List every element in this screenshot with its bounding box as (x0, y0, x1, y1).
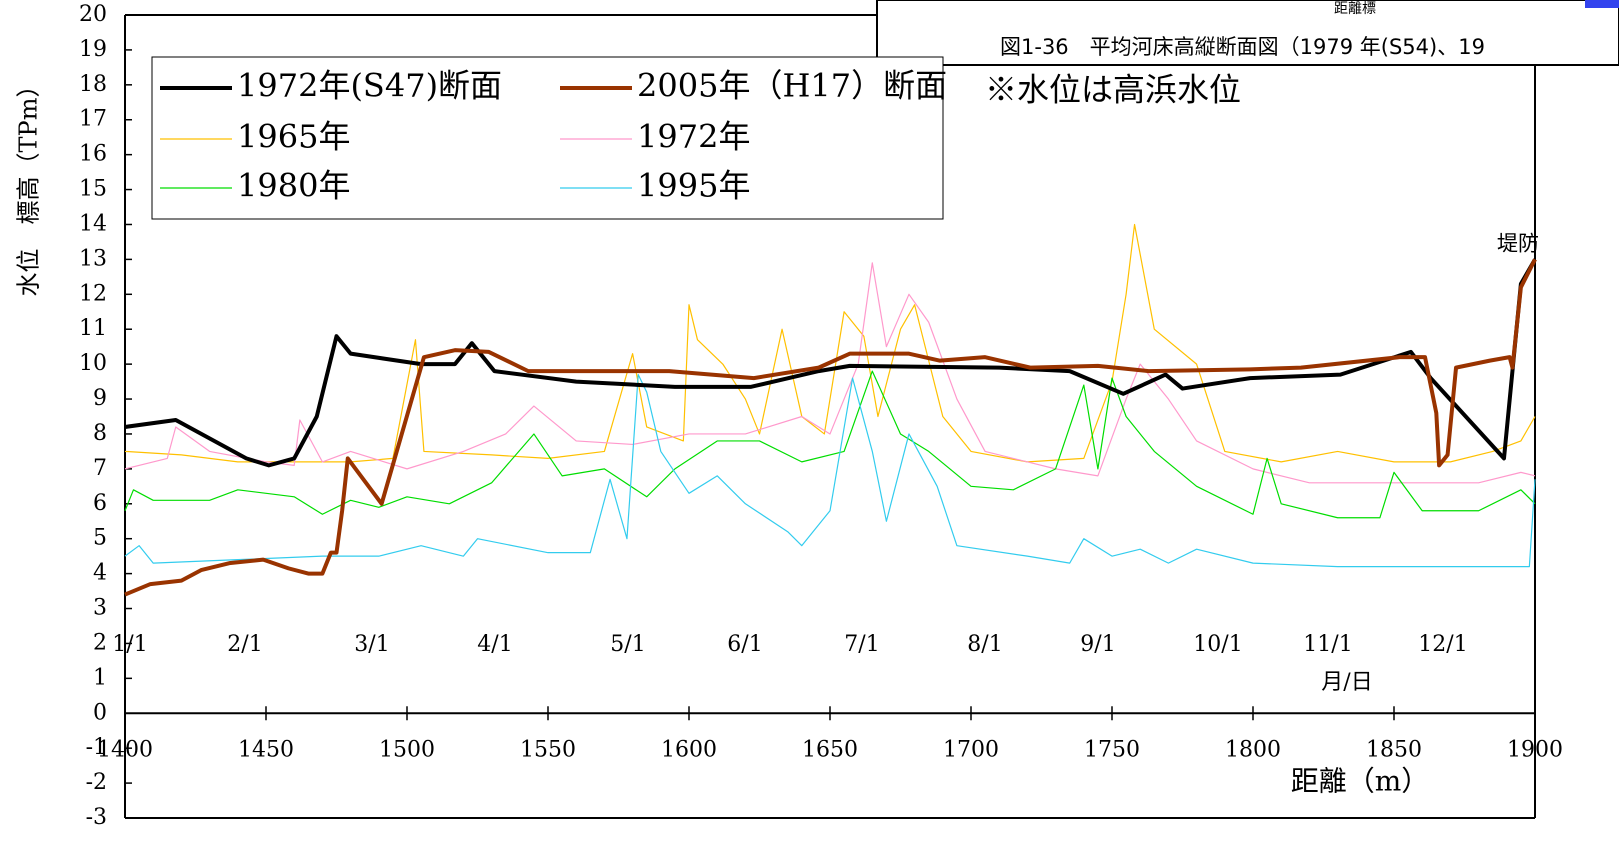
month-label: 4/1 (477, 632, 512, 657)
series-line (124, 258, 1537, 597)
inset-marker (1585, 0, 1619, 8)
y-tick-label: 9 (93, 386, 107, 411)
y-tick-label: 10 (79, 351, 107, 376)
x-tick-label: 1450 (238, 737, 294, 762)
month-axis-label: 月/日 (1321, 670, 1372, 695)
month-label: 11/1 (1303, 632, 1352, 657)
y-tick-label: 19 (79, 37, 107, 62)
x-tick-label: 1900 (1507, 737, 1563, 762)
x-tick-label: 1850 (1366, 737, 1422, 762)
x-axis-label: 距離（m） (1291, 765, 1430, 798)
legend: 1972年(S47)断面 2005年（H17）断面 1965年 1972年 1980年 1… (151, 56, 947, 220)
series-line (124, 370, 1536, 519)
y-tick-label: 0 (93, 700, 107, 725)
x-tick-label: 1550 (520, 737, 576, 762)
month-label: 12/1 (1418, 632, 1467, 657)
inset-caption: 図1-36 平均河床高縦断面図（1979 年(S54)、19 (1000, 35, 1485, 59)
y-tick-label: 8 (93, 421, 107, 446)
y-tick-label: 15 (79, 177, 107, 202)
month-label: 5/1 (610, 632, 645, 657)
y-tick-label: 16 (79, 142, 107, 167)
inset-label: 距離標 (1334, 0, 1376, 17)
y-tick-label: 5 (93, 526, 107, 551)
x-tick-label: 1500 (379, 737, 435, 762)
y-tick-label: 7 (93, 456, 107, 481)
x-tick-label: 1600 (661, 737, 717, 762)
inset-frame (876, 0, 1619, 66)
legend-label: 1965年 (237, 118, 350, 156)
legend-label: 1972年 (637, 118, 750, 156)
x-tick-label: 1700 (943, 737, 999, 762)
annotation: ※水位は高浜水位 (985, 71, 1241, 109)
y-tick-label: 4 (93, 561, 107, 586)
legend-label: 2005年（H17）断面 (637, 67, 947, 105)
y-axis-label: 水位 標高（TPm） (15, 74, 43, 297)
y-tick-label: 3 (93, 596, 107, 621)
y-tick-label: -1 (86, 735, 107, 760)
month-label: 3/1 (354, 632, 389, 657)
month-label: 7/1 (844, 632, 879, 657)
month-label: 8/1 (967, 632, 1002, 657)
y-tick-label: 14 (79, 211, 107, 236)
month-label: 2/1 (227, 632, 262, 657)
legend-label: 1980年 (237, 167, 350, 205)
y-tick-label: 17 (79, 107, 107, 132)
x-tick-label: 1800 (1225, 737, 1281, 762)
y-tick-label: 13 (79, 246, 107, 271)
legend-label: 1995年 (637, 167, 750, 205)
month-label: 10/1 (1193, 632, 1242, 657)
series-line (124, 374, 1536, 568)
legend-label: 1972年(S47)断面 (237, 67, 502, 105)
x-tick-label: 1650 (802, 737, 858, 762)
y-tick-label: 6 (93, 491, 107, 516)
y-tick-label: 18 (79, 72, 107, 97)
month-label: 1/1 (112, 632, 147, 657)
y-tick-label: 1 (93, 665, 107, 690)
y-tick-label: -3 (86, 805, 107, 830)
series-line (124, 262, 1536, 484)
y-tick-label: 12 (79, 281, 107, 306)
month-label: 9/1 (1080, 632, 1115, 657)
x-tick-label: 1750 (1084, 737, 1140, 762)
y-tick-label: 11 (79, 316, 107, 341)
series-line (124, 223, 1536, 463)
levee-label: 堤防 (1497, 232, 1539, 256)
legend-frame (151, 56, 944, 220)
x-tick-label: 1400 (97, 737, 153, 762)
y-tick-label: 20 (79, 2, 107, 27)
y-tick-label: -2 (86, 770, 107, 795)
y-tick-label: 2 (93, 630, 107, 655)
month-label: 6/1 (727, 632, 762, 657)
